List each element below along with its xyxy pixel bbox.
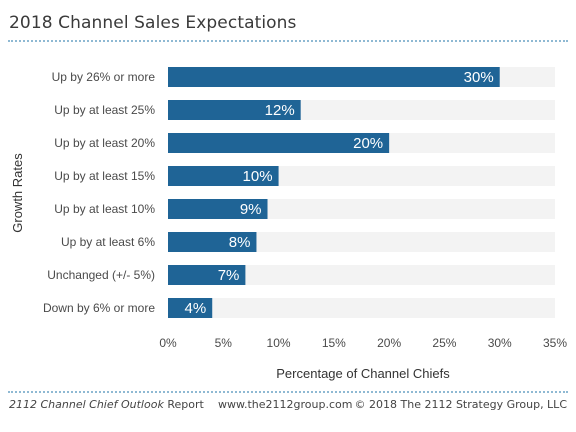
footer-report-suffix: Report xyxy=(163,398,204,411)
data-label: 10% xyxy=(243,168,273,185)
data-label: 8% xyxy=(229,234,251,251)
bar-track xyxy=(168,232,555,252)
footer-copyright: © 2018 The 2112 Strategy Group, LLC xyxy=(354,398,567,411)
bar-chart: 30%12%20%10%9%8%7%4% Up by 26% or moreUp… xyxy=(10,67,567,381)
category-label: Up by at least 15% xyxy=(54,169,155,183)
x-tick-label: 25% xyxy=(432,336,456,350)
bar-track xyxy=(168,265,555,285)
data-label: 30% xyxy=(464,69,494,86)
x-tick-label: 10% xyxy=(267,336,291,350)
x-tick-labels: 0% 5% 10% 15% 20% 25% 30% 35% xyxy=(159,336,567,350)
data-label: 4% xyxy=(185,300,207,317)
x-tick-label: 15% xyxy=(322,336,346,350)
category-label: Up by at least 20% xyxy=(54,136,155,150)
bar xyxy=(168,100,301,120)
footer-divider xyxy=(8,391,568,393)
footer-report: 2112 Channel Chief Outlook Report xyxy=(9,398,204,411)
footer-website[interactable]: www.the2112group.com xyxy=(218,398,353,411)
bar xyxy=(168,166,279,186)
x-axis-title: Percentage of Channel Chiefs xyxy=(276,366,450,381)
data-label: 7% xyxy=(218,267,240,284)
category-label: Up by 26% or more xyxy=(52,70,156,84)
x-tick-label: 35% xyxy=(543,336,567,350)
y-axis-title: Growth Rates xyxy=(10,153,25,233)
bar xyxy=(168,67,500,87)
bar xyxy=(168,298,213,318)
data-labels: 30% 12% 20% 10% 9% 8% 7% 4% xyxy=(185,69,494,317)
bar-track xyxy=(168,298,555,318)
data-label: 12% xyxy=(265,102,295,119)
category-labels: Up by 26% or more Up by at least 25% Up by… xyxy=(43,70,155,315)
x-tick-label: 5% xyxy=(215,336,233,350)
bar xyxy=(168,199,268,219)
category-label: Up by at least 10% xyxy=(54,202,155,216)
title-divider xyxy=(8,40,568,42)
bars xyxy=(168,67,500,318)
data-label: 20% xyxy=(353,135,383,152)
x-tick-label: 30% xyxy=(488,336,512,350)
category-label: Up by at least 6% xyxy=(61,235,155,249)
data-label: 9% xyxy=(240,201,262,218)
category-label: Unchanged (+/- 5%) xyxy=(47,268,155,282)
page-title: 2018 Channel Sales Expectations xyxy=(9,13,297,33)
footer-report-name: 2112 Channel Chief Outlook xyxy=(9,398,164,411)
x-tick-label: 20% xyxy=(377,336,401,350)
category-label: Down by 6% or more xyxy=(43,301,155,315)
bar xyxy=(168,232,257,252)
category-label: Up by at least 25% xyxy=(54,103,155,117)
x-tick-label: 0% xyxy=(159,336,177,350)
bar xyxy=(168,265,246,285)
bar xyxy=(168,133,390,153)
